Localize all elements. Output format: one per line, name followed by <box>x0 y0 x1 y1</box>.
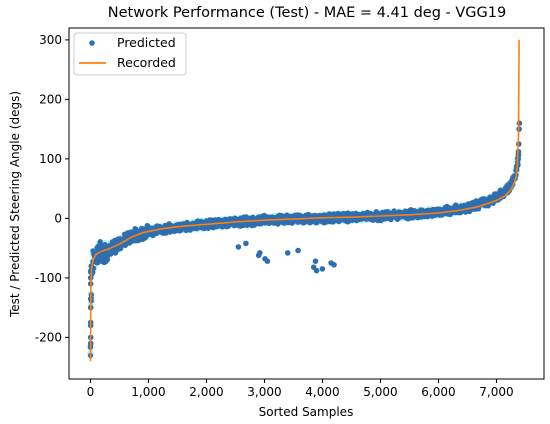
y-tick-label: -100 <box>35 271 62 285</box>
plot-area <box>87 39 523 362</box>
x-tick-label: 4,000 <box>305 385 339 399</box>
x-tick-label: 5,000 <box>363 385 397 399</box>
predicted-point <box>284 250 291 256</box>
x-tick-label: 0 <box>87 385 95 399</box>
predicted-point <box>312 258 319 265</box>
chart-title: Network Performance (Test) - MAE = 4.41 … <box>108 5 506 21</box>
predicted-point <box>97 239 103 245</box>
predicted-point <box>319 266 326 272</box>
predicted-point <box>313 267 320 274</box>
predicted-point <box>235 244 242 250</box>
legend-predicted-marker <box>89 40 95 46</box>
predicted-point <box>104 257 111 263</box>
predicted-point <box>243 240 249 247</box>
x-tick-label: 6,000 <box>421 385 455 399</box>
predicted-point <box>262 255 268 262</box>
legend: Predicted Recorded <box>73 32 187 76</box>
predicted-halo <box>87 151 522 357</box>
y-tick-label: 100 <box>39 152 62 166</box>
y-tick-label: 300 <box>39 33 62 47</box>
y-tick-label: -200 <box>35 330 62 344</box>
predicted-point <box>331 262 337 268</box>
legend-recorded-label: Recorded <box>117 55 176 70</box>
y-axis: -200 -100 0 100 200 300 <box>35 33 69 344</box>
y-tick-label: 200 <box>39 92 62 106</box>
x-tick-label: 1,000 <box>131 385 165 399</box>
predicted-point <box>139 236 146 242</box>
x-tick-label: 3,000 <box>247 385 281 399</box>
predicted-point <box>257 250 263 256</box>
predicted-point <box>295 247 301 254</box>
x-tick-label: 7,000 <box>479 385 513 399</box>
x-axis: 0 1,000 2,000 3,000 4,000 5,000 6,000 7,000 <box>87 379 514 399</box>
y-tick-label: 0 <box>54 211 62 225</box>
predicted-series <box>87 120 523 359</box>
recorded-line <box>89 39 520 362</box>
y-axis-label: Test / Predicted Steering Angle (degs) <box>8 91 22 318</box>
x-axis-label: Sorted Samples <box>259 405 354 419</box>
legend-box <box>73 32 187 76</box>
plot-frame <box>68 27 545 380</box>
predicted-point <box>112 250 119 256</box>
predicted-point <box>516 120 523 126</box>
legend-predicted-label: Predicted <box>117 35 176 50</box>
x-tick-label: 2,000 <box>189 385 223 399</box>
